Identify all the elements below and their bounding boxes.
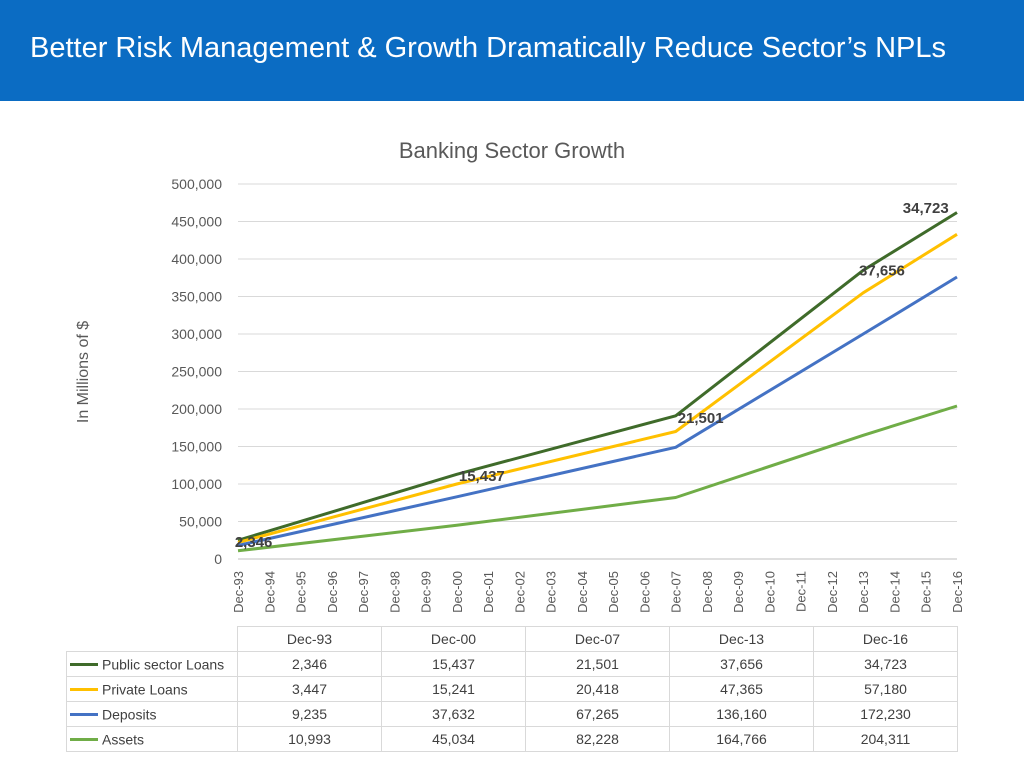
data-labels: 2,346 15,437 21,501 37,656 34,723 <box>235 200 949 551</box>
table-header-row: Dec-93 Dec-00 Dec-07 Dec-13 Dec-16 <box>66 626 958 652</box>
x-tick-label: Dec-99 <box>419 571 434 613</box>
y-axis-label: In Millions of $ <box>75 321 92 423</box>
column-header: Dec-07 <box>525 626 670 652</box>
y-tick-label: 500,000 <box>171 176 222 192</box>
table-cell: 20,418 <box>525 676 670 702</box>
legend-swatch <box>70 738 98 742</box>
data-label: 2,346 <box>235 534 273 551</box>
x-axis-ticks: Dec-93 Dec-94 Dec-95 Dec-96 Dec-97 Dec-98 Dec-… <box>231 571 965 613</box>
table-cell: 15,241 <box>381 676 526 702</box>
y-tick-label: 0 <box>214 551 222 567</box>
line-chart: Banking Sector Growth In Millions of $ 0… <box>75 138 965 613</box>
table-row: Private Loans 3,447 15,241 20,418 47,365… <box>66 676 958 702</box>
x-tick-label: Dec-13 <box>856 571 871 613</box>
series-name: Deposits <box>102 706 157 723</box>
x-tick-label: Dec-97 <box>356 571 371 613</box>
table-cell: 45,034 <box>381 726 526 752</box>
table-row: Public sector Loans 2,346 15,437 21,501 … <box>66 651 958 677</box>
x-tick-label: Dec-02 <box>512 571 527 613</box>
table-cell: 21,501 <box>525 651 670 677</box>
table-cell: 204,311 <box>813 726 958 752</box>
table-cell: 10,993 <box>237 726 382 752</box>
x-tick-label: Dec-98 <box>387 571 402 613</box>
x-tick-label: Dec-00 <box>450 571 465 613</box>
series-line <box>237 211 958 542</box>
table-cell: 57,180 <box>813 676 958 702</box>
column-header: Dec-00 <box>381 626 526 652</box>
x-tick-label: Dec-01 <box>481 571 496 613</box>
grid-lines <box>238 183 957 560</box>
x-tick-label: Dec-08 <box>700 571 715 613</box>
y-tick-label: 150,000 <box>171 439 222 455</box>
table-cell: 47,365 <box>669 676 814 702</box>
y-tick-label: 300,000 <box>171 326 222 342</box>
legend-swatch <box>70 663 98 667</box>
title-bar: Better Risk Management & Growth Dramatic… <box>0 0 1024 101</box>
table-cell: 9,235 <box>237 701 382 727</box>
series-line <box>237 275 958 547</box>
table-cell: 67,265 <box>525 701 670 727</box>
page-title: Better Risk Management & Growth Dramatic… <box>30 32 947 64</box>
column-header: Dec-16 <box>813 626 958 652</box>
x-tick-label: Dec-15 <box>919 571 934 613</box>
x-tick-label: Dec-11 <box>794 571 809 612</box>
x-tick-label: Dec-14 <box>887 571 902 613</box>
y-tick-label: 400,000 <box>171 251 222 267</box>
series-lines <box>237 211 958 553</box>
data-label: 34,723 <box>903 200 949 217</box>
table-cell: 37,632 <box>381 701 526 727</box>
y-tick-label: 450,000 <box>171 214 222 230</box>
y-tick-label: 200,000 <box>171 401 222 417</box>
x-tick-label: Dec-93 <box>231 571 246 613</box>
data-label: 21,501 <box>678 410 724 427</box>
table-cell: 2,346 <box>237 651 382 677</box>
data-label: 15,437 <box>459 468 505 485</box>
y-tick-label: 100,000 <box>171 476 222 492</box>
table-row: Assets 10,993 45,034 82,228 164,766 204,… <box>66 726 958 752</box>
series-legend-cell: Private Loans <box>66 676 238 702</box>
x-tick-label: Dec-96 <box>325 571 340 613</box>
legend-swatch <box>70 713 98 717</box>
table-row: Deposits 9,235 37,632 67,265 136,160 172… <box>66 701 958 727</box>
series-line <box>237 233 958 544</box>
y-tick-label: 250,000 <box>171 364 222 380</box>
x-tick-label: Dec-05 <box>606 571 621 613</box>
data-label: 37,656 <box>859 262 905 279</box>
x-tick-label: Dec-94 <box>262 571 277 613</box>
y-tick-label: 50,000 <box>179 514 222 530</box>
x-tick-label: Dec-16 <box>950 571 965 613</box>
column-header: Dec-93 <box>237 626 382 652</box>
series-legend-cell: Assets <box>66 726 238 752</box>
table-cell: 37,656 <box>669 651 814 677</box>
x-tick-label: Dec-06 <box>637 571 652 613</box>
series-legend-cell: Public sector Loans <box>66 651 238 677</box>
table-corner <box>66 626 238 652</box>
data-table: Dec-93 Dec-00 Dec-07 Dec-13 Dec-16 Publi… <box>66 626 958 752</box>
x-tick-label: Dec-95 <box>294 571 309 613</box>
x-tick-label: Dec-09 <box>731 571 746 613</box>
x-tick-label: Dec-03 <box>544 571 559 613</box>
table-cell: 34,723 <box>813 651 958 677</box>
y-tick-label: 350,000 <box>171 289 222 305</box>
table-cell: 15,437 <box>381 651 526 677</box>
y-axis-ticks: 0 50,000 100,000 150,000 200,000 250,000 300,0… <box>171 176 222 567</box>
x-tick-label: Dec-07 <box>669 571 684 613</box>
table-cell: 164,766 <box>669 726 814 752</box>
x-tick-label: Dec-10 <box>762 571 777 613</box>
series-legend-cell: Deposits <box>66 701 238 727</box>
table-cell: 82,228 <box>525 726 670 752</box>
table-cell: 136,160 <box>669 701 814 727</box>
table-cell: 3,447 <box>237 676 382 702</box>
legend-swatch <box>70 688 98 692</box>
series-name: Private Loans <box>102 681 188 698</box>
table-cell: 172,230 <box>813 701 958 727</box>
x-tick-label: Dec-04 <box>575 571 590 613</box>
column-header: Dec-13 <box>669 626 814 652</box>
x-tick-label: Dec-12 <box>825 571 840 613</box>
series-line <box>237 404 958 553</box>
series-name: Public sector Loans <box>102 656 225 673</box>
chart-title: Banking Sector Growth <box>399 138 625 163</box>
series-name: Assets <box>102 731 145 748</box>
